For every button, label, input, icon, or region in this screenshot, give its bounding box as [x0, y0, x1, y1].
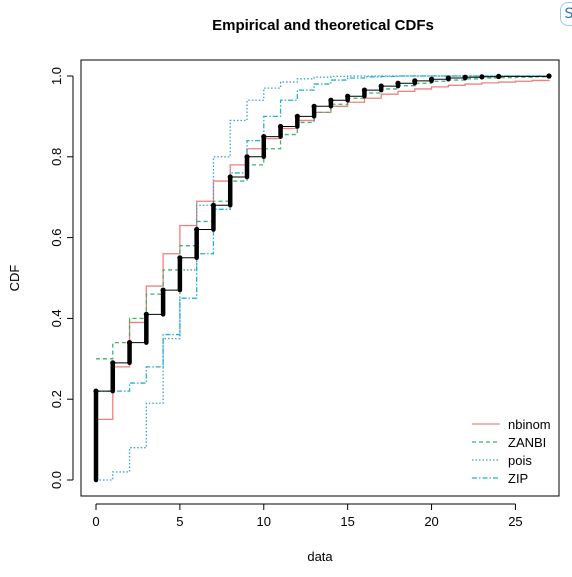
empirical-point [395, 80, 401, 86]
empirical-point [328, 97, 334, 103]
x-tick-label: 10 [257, 514, 271, 529]
y-axis-label: CDF [7, 265, 22, 292]
series-nbinom-line [96, 79, 550, 421]
empirical-point [361, 87, 368, 93]
series-zip-line [96, 75, 549, 392]
empirical-point [496, 73, 502, 80]
empirical-point [277, 123, 284, 130]
empirical-point [110, 360, 116, 366]
empirical-point [93, 388, 99, 394]
legend-label-zanbi: ZANBI [508, 435, 546, 450]
y-tick-label: 0.2 [49, 390, 64, 408]
empirical-point [378, 83, 384, 89]
empirical-point [462, 74, 468, 80]
empirical-point [126, 340, 133, 346]
y-tick-label: 0.4 [49, 309, 64, 327]
x-tick-label: 20 [424, 514, 438, 529]
empirical-point [194, 226, 200, 233]
empirical-point [428, 76, 435, 82]
x-tick-label: 15 [340, 514, 354, 529]
empirical-point [546, 73, 552, 79]
scroll-badge-icon[interactable]: S [560, 2, 572, 26]
y-tick-label: 0.8 [49, 148, 64, 166]
x-tick-label: 0 [92, 514, 99, 529]
empirical-point [177, 255, 183, 261]
legend-label-nbinom: nbinom [508, 417, 551, 432]
empirical-point [445, 75, 451, 81]
empirical-cdf-line [96, 75, 550, 392]
series-pois-line [96, 75, 549, 481]
x-axis-label: data [307, 549, 333, 564]
empirical-point [479, 74, 485, 80]
plot-frame [80, 59, 560, 497]
plot-area: 0 5 10 15 20 25 0.0 0.2 0.4 0.6 0.8 1.0 nbinom ZANBI p… [49, 59, 560, 529]
empirical-point [261, 134, 267, 140]
y-tick-label: 0.0 [49, 471, 64, 489]
empirical-point [345, 93, 351, 99]
x-tick-label: 5 [176, 514, 183, 529]
legend-label-pois: pois [508, 453, 532, 468]
y-tick-label: 0.6 [49, 229, 64, 247]
empirical-point [244, 154, 250, 160]
empirical-point [412, 78, 418, 84]
empirical-point [294, 113, 300, 119]
chart-title: Empirical and theoretical CDFs [212, 17, 434, 34]
empirical-point [210, 202, 217, 208]
y-tick-label: 1.0 [49, 67, 64, 85]
empirical-point [160, 287, 166, 293]
x-tick-label: 25 [508, 514, 522, 529]
empirical-point [311, 103, 317, 109]
empirical-point [143, 311, 149, 317]
legend-label-zip: ZIP [508, 471, 528, 486]
empirical-point [227, 174, 233, 180]
